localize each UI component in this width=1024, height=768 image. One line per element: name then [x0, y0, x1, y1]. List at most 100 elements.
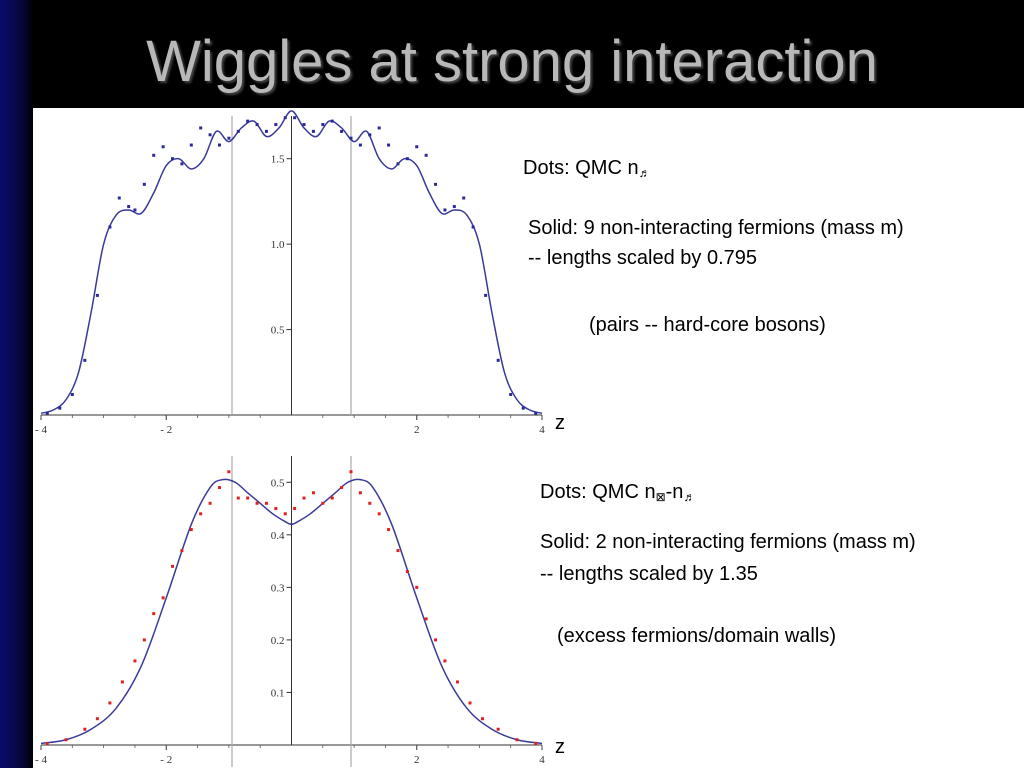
- top-data-point: [443, 208, 447, 212]
- top-data-point: [217, 143, 221, 147]
- top-x-tick-label: - 4: [35, 424, 47, 436]
- top-data-point: [302, 123, 306, 127]
- bottom-data-point: [349, 470, 353, 474]
- bottom-x-tick-label: - 2: [160, 754, 172, 766]
- chart-bottom: - 4 - 2 2 4 0.1 0.2 0.3 0.4 0.5: [35, 456, 545, 767]
- bottom-solid-legend-line2: -- lengths scaled by 1.35: [540, 563, 758, 585]
- bottom-dots-legend: Dots: QMC n⊠-n♬: [540, 480, 695, 504]
- bottom-data-point: [217, 486, 221, 490]
- top-y-tick-label: 1.5: [271, 154, 285, 166]
- top-data-point: [45, 411, 49, 415]
- top-data-point: [496, 358, 500, 362]
- top-data-point: [171, 157, 175, 161]
- top-data-point: [274, 123, 278, 127]
- bottom-data-point: [236, 496, 240, 500]
- bottom-solid-legend-line1: Solid: 2 non-interacting fermions (mass …: [540, 531, 916, 553]
- bottom-y-tick-label: 0.5: [271, 477, 285, 489]
- bottom-data-point: [199, 512, 203, 516]
- bottom-note: (excess fermions/domain walls): [557, 625, 836, 647]
- top-data-point: [70, 392, 74, 396]
- bottom-dots-mid: -n: [665, 481, 684, 503]
- bottom-data-point: [208, 501, 212, 505]
- bottom-data-point: [293, 507, 297, 511]
- bottom-x-tick-label: - 4: [35, 754, 47, 766]
- top-data-point: [189, 143, 193, 147]
- bottom-data-point: [405, 570, 409, 574]
- bottom-data-point: [64, 738, 68, 742]
- bottom-data-point: [142, 638, 146, 642]
- top-data-point: [368, 133, 372, 137]
- top-data-point: [117, 196, 121, 200]
- top-data-point: [424, 153, 428, 157]
- top-x-tick-label: - 2: [160, 424, 172, 436]
- top-data-point: [340, 129, 344, 133]
- bottom-data-point: [443, 659, 447, 663]
- top-data-point: [349, 136, 353, 140]
- spin-up-icon: ⊠: [655, 490, 666, 504]
- bottom-data-point: [434, 638, 438, 642]
- bottom-data-point: [424, 617, 428, 621]
- note-icon: ♬: [638, 166, 651, 180]
- top-data-point: [471, 225, 475, 229]
- top-data-point: [534, 411, 538, 415]
- top-data-point: [127, 205, 131, 209]
- top-solid-curve: [40, 110, 543, 415]
- top-data-point: [387, 143, 391, 147]
- top-solid-legend-line1: Solid: 9 non-interacting fermions (mass …: [528, 217, 904, 239]
- bottom-data-point: [302, 496, 306, 500]
- bottom-data-point: [255, 501, 259, 505]
- bottom-data-point: [468, 701, 472, 705]
- top-solid-legend-line2: -- lengths scaled by 0.795: [528, 247, 758, 269]
- top-data-point: [161, 145, 165, 149]
- bottom-data-point: [246, 496, 250, 500]
- bottom-data-point: [377, 512, 381, 516]
- top-data-point: [208, 133, 212, 137]
- top-data-point: [311, 129, 315, 133]
- bottom-data-point: [340, 486, 344, 490]
- top-data-point: [199, 126, 203, 130]
- top-data-point: [142, 182, 146, 186]
- bottom-data-point: [481, 717, 485, 721]
- top-data-point: [434, 182, 438, 186]
- bottom-data-point: [264, 501, 268, 505]
- bottom-data-point: [496, 727, 500, 731]
- bottom-data-point: [133, 659, 137, 663]
- bottom-solid-curve: [40, 478, 543, 745]
- top-data-point: [83, 358, 87, 362]
- bottom-data-point: [358, 491, 362, 495]
- bottom-data-point: [95, 717, 99, 721]
- top-data-point: [227, 136, 231, 140]
- bottom-y-tick-label: 0.1: [271, 687, 285, 699]
- slide-title: Wiggles at strong interaction: [146, 29, 878, 94]
- bottom-data-point: [83, 727, 87, 731]
- top-data-point: [108, 225, 112, 229]
- top-data-point: [396, 162, 400, 166]
- top-dots-label: Dots: QMC n: [523, 157, 639, 179]
- top-note: (pairs -- hard-core bosons): [589, 314, 826, 336]
- bottom-data-point: [108, 701, 112, 705]
- top-data-point: [509, 392, 513, 396]
- bottom-data-point: [330, 496, 334, 500]
- note-icon: ♬: [683, 490, 696, 504]
- top-data-point: [58, 406, 62, 410]
- bottom-y-tick-label: 0.2: [271, 635, 285, 647]
- top-x-tick-label: 2: [414, 424, 420, 436]
- top-dots-legend: Dots: QMC n♬: [523, 156, 651, 180]
- bottom-data-point: [534, 741, 538, 745]
- bottom-data-point: [415, 585, 419, 589]
- bottom-x-tick-label: 2: [414, 754, 420, 766]
- top-data-point: [283, 116, 287, 120]
- top-axis-variable: z: [555, 412, 565, 434]
- top-y-tick-label: 1.0: [271, 239, 285, 251]
- bottom-data-point: [387, 528, 391, 532]
- top-data-point: [133, 208, 137, 212]
- top-data-point: [246, 119, 250, 123]
- figure-panel: - 4 - 2 2 4 0.5 1.0 1.5 - 4 - 2 2 4 0.1 0.2 0.3 0.4 0.…: [33, 108, 1024, 768]
- bottom-data-point: [227, 470, 231, 474]
- top-x-tick-label: 4: [539, 424, 545, 436]
- bottom-x-tick-label: 4: [539, 754, 545, 766]
- bottom-y-tick-label: 0.3: [271, 582, 285, 594]
- top-data-point: [264, 129, 268, 133]
- bottom-data-point: [120, 680, 124, 684]
- top-data-point: [321, 123, 325, 127]
